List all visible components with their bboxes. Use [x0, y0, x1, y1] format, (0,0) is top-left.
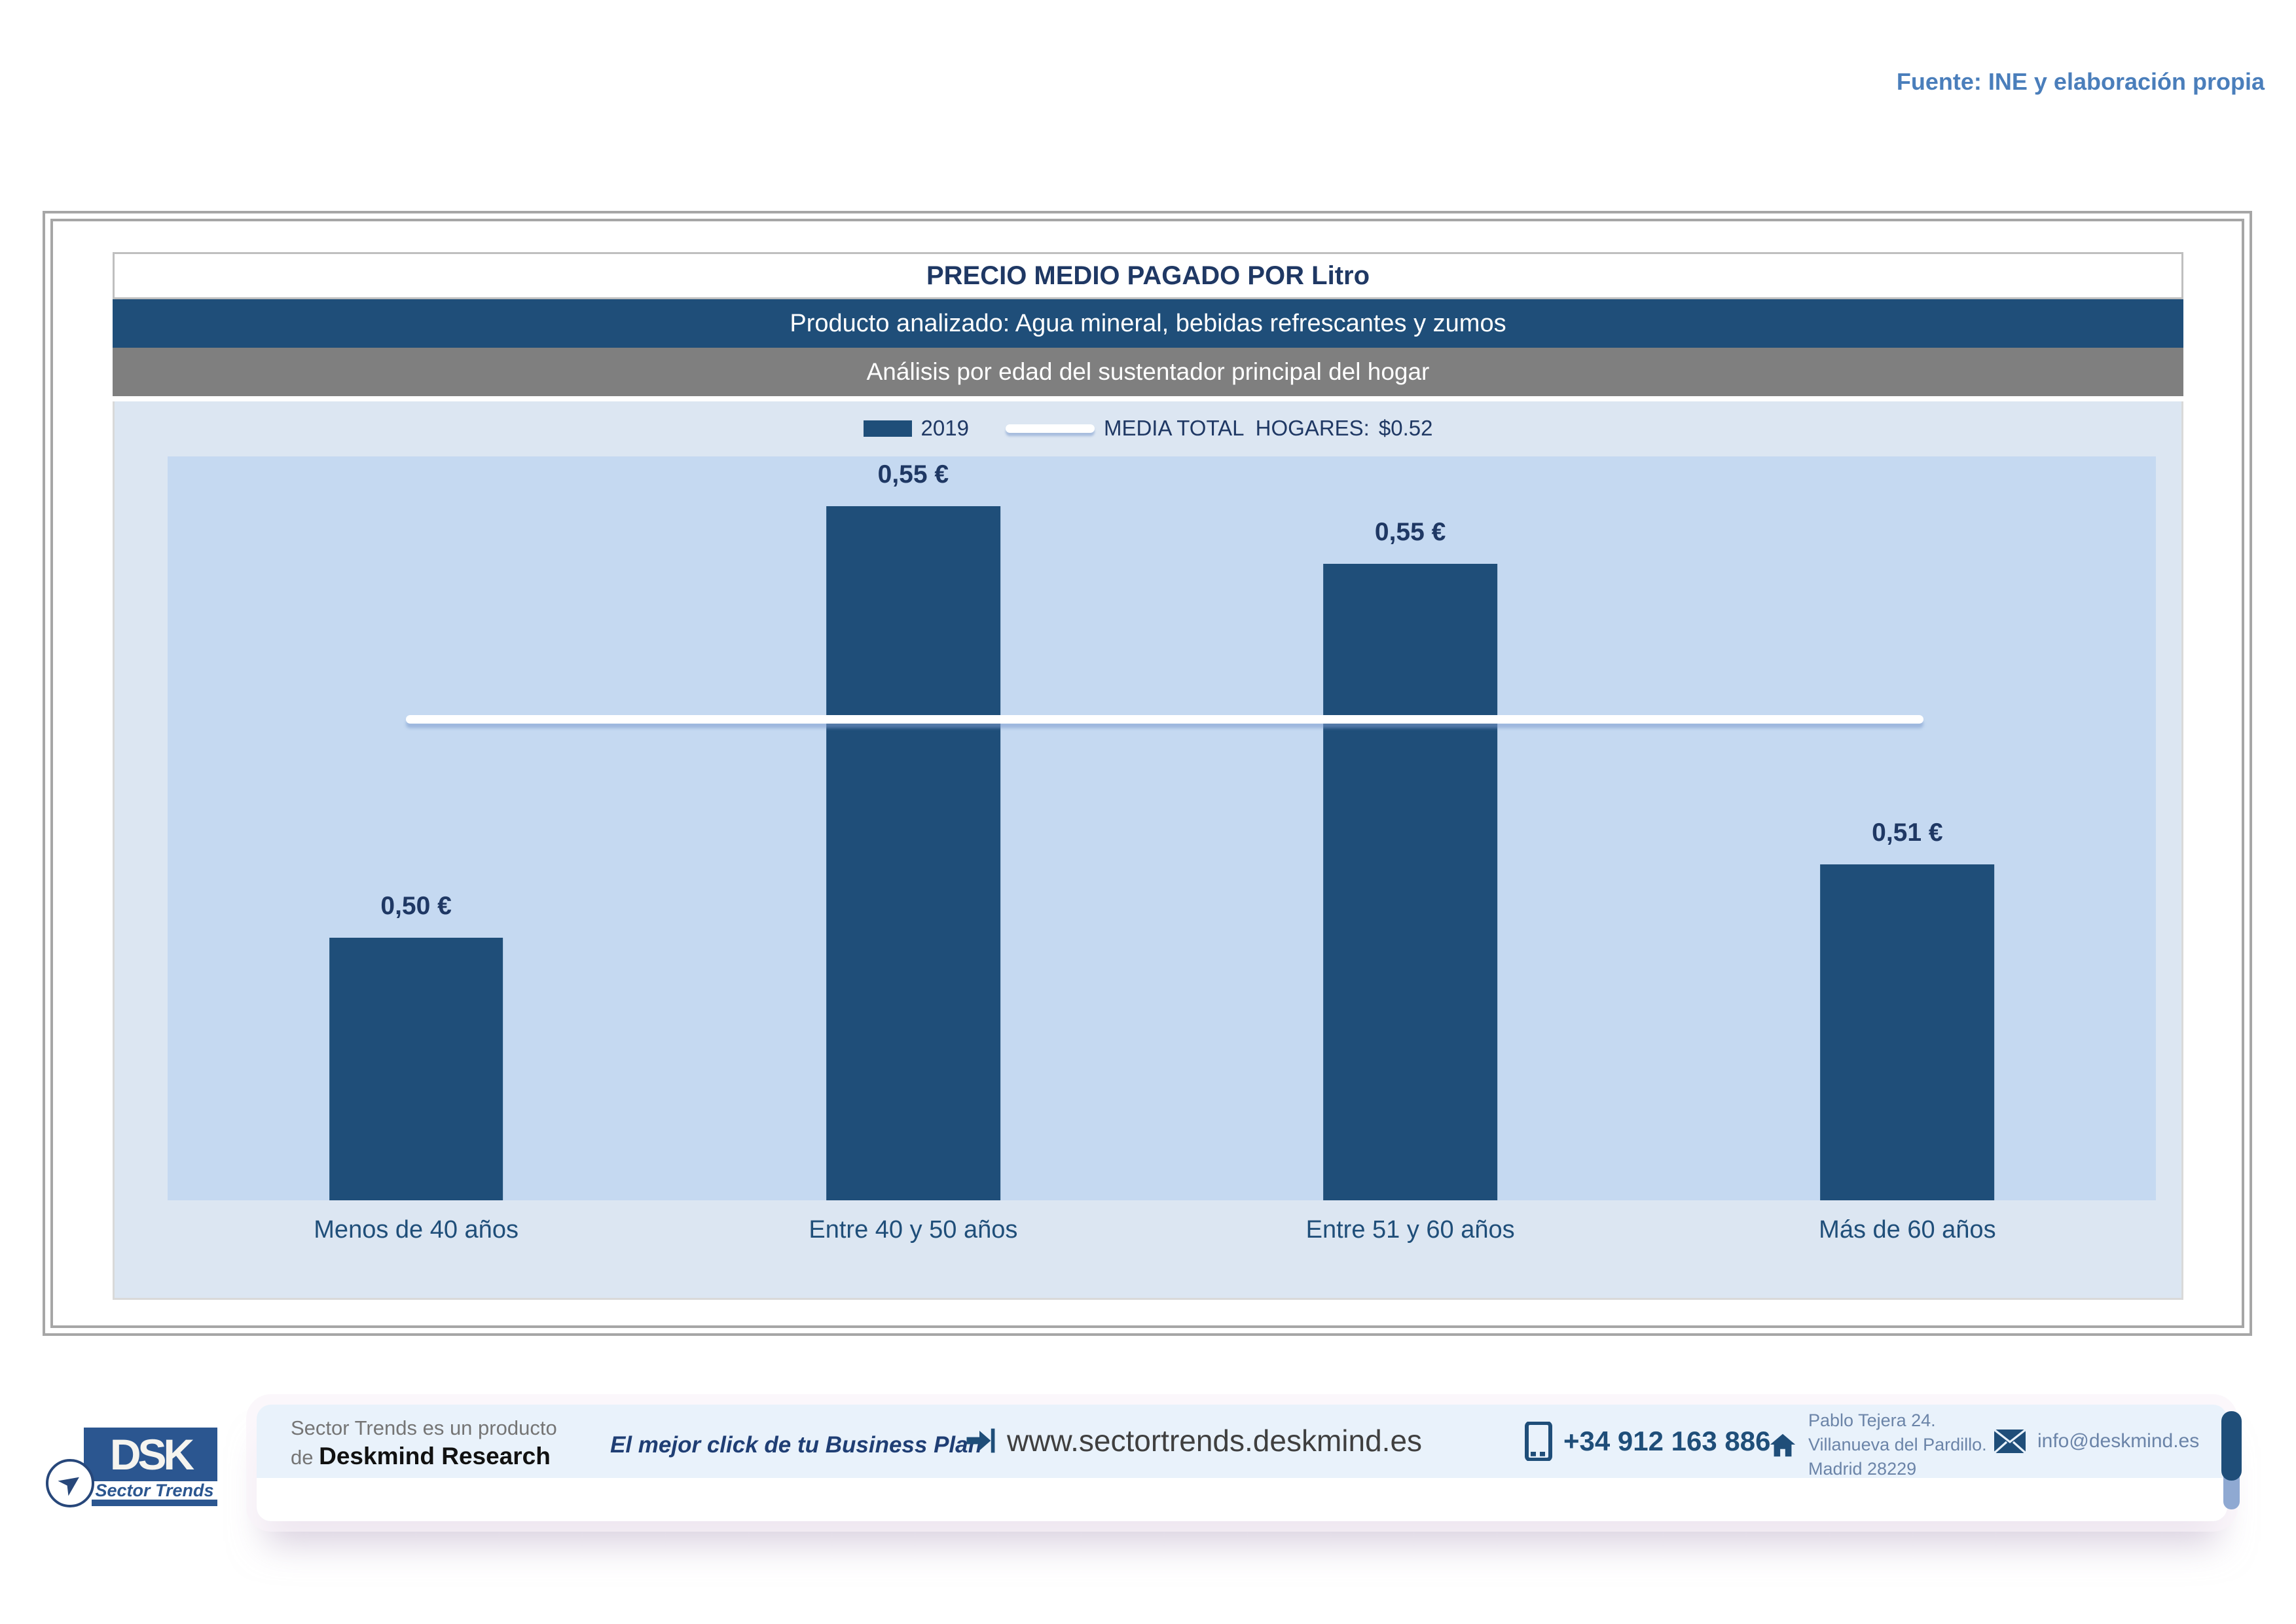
category-label-4: Más de 60 años: [1819, 1216, 1996, 1244]
category-label-2: Entre 40 y 50 años: [809, 1216, 1018, 1244]
category-label-3: Entre 51 y 60 años: [1305, 1216, 1515, 1244]
footer-address-line2: Villanueva del Pardillo.: [1808, 1435, 1987, 1454]
footer-product-of: Sector Trends es un producto de Deskmind…: [291, 1416, 557, 1470]
category-axis: Menos de 40 años Entre 40 y 50 años Entre …: [168, 1216, 2156, 1244]
dsk-logo-mark: DSK: [84, 1428, 217, 1481]
envelope-icon: [1993, 1428, 2027, 1454]
dsk-logo-strip: Sector Trends: [92, 1481, 217, 1500]
footer-phone-group: +34 912 163 886: [1524, 1422, 1770, 1461]
footer-email[interactable]: info@deskmind.es: [2037, 1430, 2200, 1452]
plot-area: 0,50 € 0,55 € 0,55 € 0,51 €: [168, 456, 2156, 1200]
bar-2: [826, 506, 1000, 1200]
category-label-1: Menos de 40 años: [314, 1216, 519, 1244]
chart-area: 2019 MEDIA TOTAL HOGARES: $0.52 0,50 €0,…: [113, 401, 2183, 1300]
footer-email-group: info@deskmind.es: [1993, 1428, 2199, 1454]
phone-icon: [1524, 1422, 1553, 1461]
bar-1: [329, 938, 503, 1200]
legend-series-label: 2019: [920, 416, 969, 440]
legend-series-swatch: [863, 420, 912, 437]
bar-4: [1820, 864, 1995, 1200]
footer-phone[interactable]: +34 912 163 886: [1563, 1426, 1771, 1456]
footer-address-line3: Madrid 28229: [1808, 1459, 1917, 1479]
footer-product-of-line1: Sector Trends es un producto: [291, 1416, 557, 1439]
bar-slot-3: 0,55 €: [1162, 456, 1659, 1200]
bar-value-label-1: 0,50 €: [380, 892, 452, 920]
bar-slot-1: 0,50 €: [168, 456, 665, 1200]
footer-address-line1: Pablo Tejera 24.: [1808, 1411, 1936, 1430]
dsk-logo-name: Sector Trends: [95, 1480, 214, 1500]
footer-band: Sector Trends es un producto de Deskmind…: [257, 1405, 2227, 1481]
footer-address-group: Pablo Tejera 24. Villanueva del Pardillo…: [1768, 1409, 1987, 1481]
footer-website-group: www.sectortrends.deskmind.es: [962, 1423, 1422, 1458]
bar-value-label-3: 0,55 €: [1374, 517, 1446, 546]
chart-card: PRECIO MEDIO PAGADO POR Litro Producto a…: [113, 252, 2183, 1300]
footer-product-of-prefix: de: [291, 1446, 319, 1469]
bar-value-label-2: 0,55 €: [877, 460, 949, 489]
dsk-logo-underline: [92, 1500, 217, 1506]
footer-website[interactable]: www.sectortrends.deskmind.es: [1007, 1424, 1423, 1458]
footer-accent-capsule: [2221, 1411, 2242, 1481]
dsk-logo-acronym: DSK: [109, 1430, 194, 1479]
legend-item-2019: 2019: [863, 416, 969, 441]
bar-value-label-4: 0,51 €: [1872, 818, 1943, 847]
footer-accent-capsule-tail: [2223, 1477, 2240, 1509]
legend-item-media: MEDIA TOTAL HOGARES: $0.52: [1005, 416, 1433, 441]
footer-address: Pablo Tejera 24. Villanueva del Pardillo…: [1808, 1409, 1987, 1481]
footer-product-of-line2: de Deskmind Research: [291, 1443, 557, 1470]
arrow-link-icon: [962, 1424, 996, 1458]
legend-media-value: $0.52: [1378, 416, 1433, 440]
chart-legend: 2019 MEDIA TOTAL HOGARES: $0.52: [115, 416, 2181, 441]
media-total-line: [406, 714, 1923, 724]
footer-brand-name: Deskmind Research: [319, 1443, 551, 1469]
legend-media-label: MEDIA TOTAL HOGARES:: [1103, 416, 1370, 440]
dsk-logo: DSK Sector Trends ➤: [46, 1414, 223, 1522]
dsk-logo-circle: ➤: [46, 1459, 94, 1507]
source-note: Fuente: INE y elaboración propia: [1896, 68, 2265, 95]
chart-subtitle-analysis: Análisis por edad del sustentador princi…: [113, 348, 2183, 396]
chart-subtitle-product: Producto analizado: Agua mineral, bebida…: [113, 299, 2183, 348]
bar-slot-2: 0,55 €: [665, 456, 1161, 1200]
footer: Sector Trends es un producto de Deskmind…: [257, 1405, 2227, 1521]
bar-slot-4: 0,51 €: [1659, 456, 2156, 1200]
home-icon: [1768, 1430, 1798, 1460]
chart-title: PRECIO MEDIO PAGADO POR Litro: [113, 252, 2183, 299]
legend-media-swatch: [1005, 424, 1095, 433]
footer-tagline: El mejor click de tu Business Plan: [610, 1432, 982, 1458]
bar-3: [1323, 563, 1497, 1200]
cursor-arrow-icon: ➤: [50, 1462, 89, 1504]
